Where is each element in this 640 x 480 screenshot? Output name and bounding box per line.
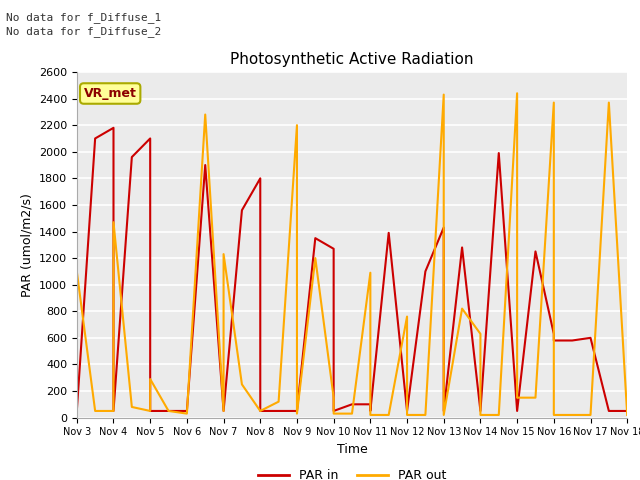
X-axis label: Time: Time [337,443,367,456]
Y-axis label: PAR (umol/m2/s): PAR (umol/m2/s) [20,193,33,297]
Text: No data for f_Diffuse_2: No data for f_Diffuse_2 [6,26,162,37]
Legend: PAR in, PAR out: PAR in, PAR out [253,464,451,480]
Text: No data for f_Diffuse_1: No data for f_Diffuse_1 [6,12,162,23]
Text: VR_met: VR_met [84,87,136,100]
Title: Photosynthetic Active Radiation: Photosynthetic Active Radiation [230,52,474,67]
